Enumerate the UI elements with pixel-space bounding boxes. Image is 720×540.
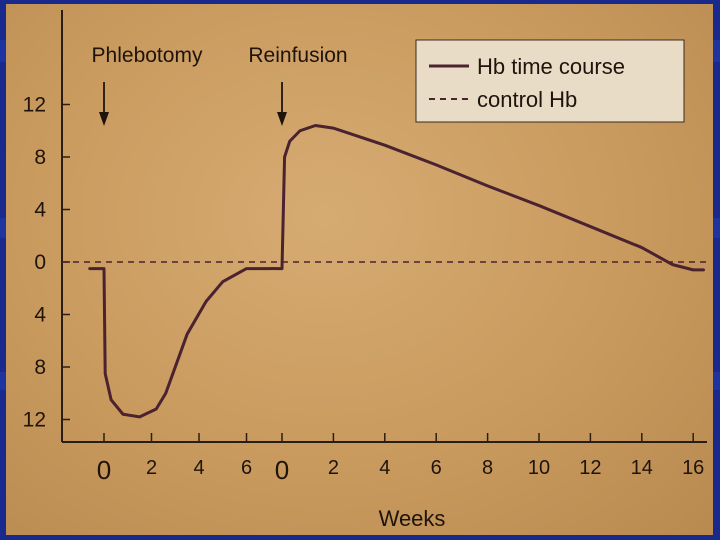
- y-tick-label: 8: [34, 146, 46, 169]
- x-tick-label: 0: [97, 455, 111, 485]
- x-tick-label: 4: [193, 457, 204, 479]
- phlebotomy-arrow-head: [99, 112, 109, 126]
- x-axis-title: Weeks: [379, 506, 446, 531]
- legend-label-control-hb: control Hb: [477, 87, 577, 112]
- phlebotomy-label: Phlebotomy: [92, 44, 203, 67]
- legend-label-hb-time-course: Hb time course: [477, 54, 625, 79]
- x-tick-label: 6: [241, 457, 252, 479]
- y-tick-label: 8: [34, 356, 46, 379]
- y-tick-label: 12: [23, 409, 46, 432]
- hb-time-course-reinfusion-segment: [275, 124, 705, 272]
- x-tick-label: 14: [631, 457, 653, 479]
- legend: Hb time course control Hb: [415, 39, 685, 123]
- y-tick-label: 4: [34, 199, 46, 222]
- y-tick-label: 4: [34, 304, 46, 327]
- x-tick-label: 0: [275, 455, 289, 485]
- reinfusion-label: Reinfusion: [248, 44, 347, 67]
- x-tick-label: 10: [528, 457, 550, 479]
- hb-time-course-phlebotomy-segment: [88, 267, 272, 419]
- x-tick-label: 12: [579, 457, 601, 479]
- x-tick-label: 8: [482, 457, 493, 479]
- chart-panel: 12 8 4 0 4 8 12 0 2 4 6 0 2 4 6 8 10 12 14 16 Phlebotomy Rei…: [6, 4, 713, 535]
- legend-box: [415, 39, 685, 123]
- reinfusion-arrow-head: [277, 112, 287, 126]
- x-tick-label: 6: [431, 457, 442, 479]
- hb-time-course-chart: 12 8 4 0 4 8 12 0 2 4 6 0 2 4 6 8 10 12 14 16 Phlebotomy Rei…: [23, 10, 707, 531]
- y-tick-label: 0: [34, 251, 46, 274]
- x-tick-label: 2: [328, 457, 339, 479]
- plot-area: 12 8 4 0 4 8 12 0 2 4 6 0 2 4 6 8 10 12 14 16: [23, 10, 707, 485]
- y-tick-label: 12: [23, 94, 46, 117]
- annotation-group: Phlebotomy Reinfusion: [92, 44, 348, 126]
- x-tick-label: 4: [379, 457, 390, 479]
- x-tick-label: 2: [146, 457, 157, 479]
- x-tick-label: 16: [682, 457, 704, 479]
